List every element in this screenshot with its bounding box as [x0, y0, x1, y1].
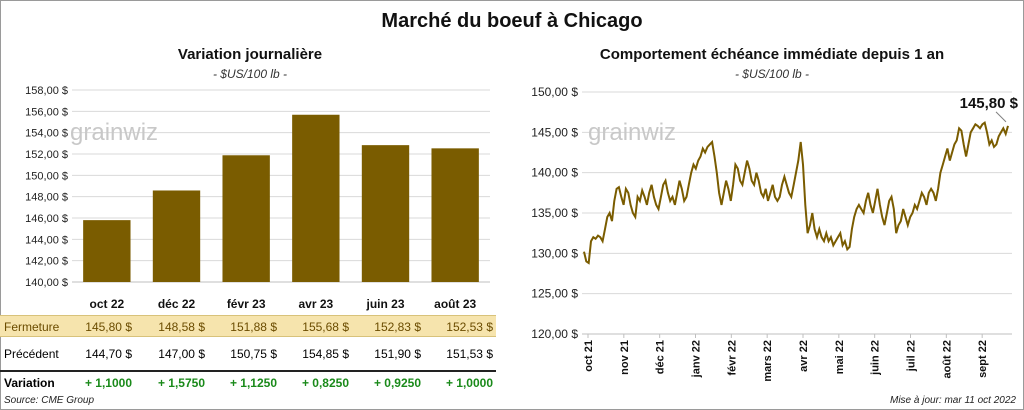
- bar: [431, 148, 479, 282]
- fermeture-cell: 148,58 $: [158, 320, 205, 334]
- bar: [222, 155, 270, 282]
- y-tick-label: 144,00 $: [25, 234, 68, 246]
- bar: [152, 190, 201, 282]
- precedent-label: Précédent: [4, 347, 59, 361]
- x-tick-label: août 22: [941, 340, 953, 379]
- x-tick-label: avr 22: [798, 340, 810, 372]
- x-tick-label: nov 21: [619, 340, 631, 375]
- left-chart-unit: - $US/100 lb -: [212, 67, 288, 81]
- variation-cell: + 1,1000: [84, 376, 132, 390]
- variation-cell: + 0,9250: [373, 376, 421, 390]
- y-tick-label: 158,00 $: [25, 85, 68, 97]
- y-tick-label: 150,00 $: [25, 170, 68, 182]
- precedent-cell: 154,85 $: [302, 347, 349, 361]
- variation-label: Variation: [4, 376, 55, 390]
- page-title: Marché du boeuf à Chicago: [381, 10, 643, 32]
- variation-cell: + 1,0000: [445, 376, 493, 390]
- x-tick-label: août 23: [434, 297, 476, 311]
- x-tick-label: déc 22: [158, 297, 196, 311]
- fermeture-cell: 152,83 $: [374, 320, 421, 334]
- y-tick-label: 135,00 $: [531, 206, 578, 220]
- fermeture-cell: 152,53 $: [446, 320, 493, 334]
- x-tick-label: avr 23: [298, 297, 333, 311]
- x-tick-label: janv 22: [691, 340, 703, 378]
- y-tick-label: 125,00 $: [531, 287, 578, 301]
- bar: [83, 220, 131, 282]
- precedent-cell: 147,00 $: [158, 347, 205, 361]
- x-tick-label: mars 22: [762, 340, 774, 382]
- x-tick-label: oct 22: [89, 297, 124, 311]
- y-tick-label: 145,00 $: [531, 125, 578, 139]
- y-tick-label: 156,00 $: [25, 106, 68, 118]
- fermeture-cell: 155,68 $: [302, 320, 349, 334]
- y-tick-label: 140,00 $: [531, 166, 578, 180]
- x-tick-label: mai 22: [834, 340, 846, 374]
- update-note: Mise à jour: mar 11 oct 2022: [890, 395, 1016, 406]
- price-line: [583, 121, 1009, 265]
- x-tick-label: févr 23: [227, 297, 266, 311]
- variation-cell: + 1,5750: [157, 376, 205, 390]
- precedent-cell: 151,53 $: [446, 347, 493, 361]
- source-note: Source: CME Group: [4, 395, 95, 406]
- fermeture-cell: 151,88 $: [230, 320, 277, 334]
- y-tick-label: 154,00 $: [25, 128, 68, 140]
- precedent-row: Précédent 144,70 $ 147,00 $ 150,75 $ 154…: [0, 343, 496, 365]
- bar: [361, 145, 410, 282]
- variation-cell: + 0,8250: [301, 376, 349, 390]
- variation-row: Variation + 1,1000 + 1,5750 + 1,1250 + 0…: [0, 370, 496, 394]
- watermark-logo: grainwiz: [588, 119, 676, 146]
- x-tick-label: déc 21: [655, 340, 667, 374]
- watermark-logo: grainwiz: [70, 119, 158, 146]
- y-tick-label: 130,00 $: [531, 246, 578, 260]
- x-tick-label: juin 22: [870, 340, 882, 376]
- last-value-leader: [995, 111, 1007, 123]
- fermeture-cell: 145,80 $: [85, 320, 132, 334]
- y-tick-label: 152,00 $: [25, 149, 68, 161]
- y-tick-label: 148,00 $: [25, 192, 68, 204]
- y-tick-label: 140,00 $: [25, 277, 68, 289]
- bar-chart: 140,00 $ 142,00 $ 144,00 $ 146,00 $ 148,00 $…: [25, 85, 490, 311]
- precedent-cell: 150,75 $: [230, 347, 277, 361]
- fermeture-label: Fermeture: [4, 320, 60, 334]
- variation-cell: + 1,1250: [229, 376, 277, 390]
- right-chart-unit: - $US/100 lb -: [734, 67, 810, 81]
- x-tick-label: oct 21: [583, 340, 595, 372]
- left-chart-title: Variation journalière: [177, 46, 323, 63]
- y-tick-label: 150,00 $: [531, 85, 578, 99]
- x-tick-label: juin 23: [365, 297, 404, 311]
- right-chart-title: Comportement échéance immédiate depuis 1…: [599, 46, 945, 63]
- x-tick-label: févr 22: [726, 340, 738, 375]
- y-tick-label: 120,00 $: [531, 327, 578, 341]
- last-value-label: 145,80 $: [960, 95, 1019, 112]
- x-tick-label: sept 22: [977, 340, 989, 378]
- x-tick-label: juil 22: [906, 340, 918, 372]
- precedent-cell: 144,70 $: [85, 347, 132, 361]
- bar: [292, 114, 340, 282]
- fermeture-row: Fermeture 145,80 $ 148,58 $ 151,88 $ 155…: [0, 315, 496, 337]
- line-chart: 120,00 $ 125,00 $ 130,00 $ 135,00 $ 140,00 $…: [531, 85, 1019, 382]
- y-tick-label: 142,00 $: [25, 256, 68, 268]
- y-tick-label: 146,00 $: [25, 213, 68, 225]
- precedent-cell: 151,90 $: [374, 347, 421, 361]
